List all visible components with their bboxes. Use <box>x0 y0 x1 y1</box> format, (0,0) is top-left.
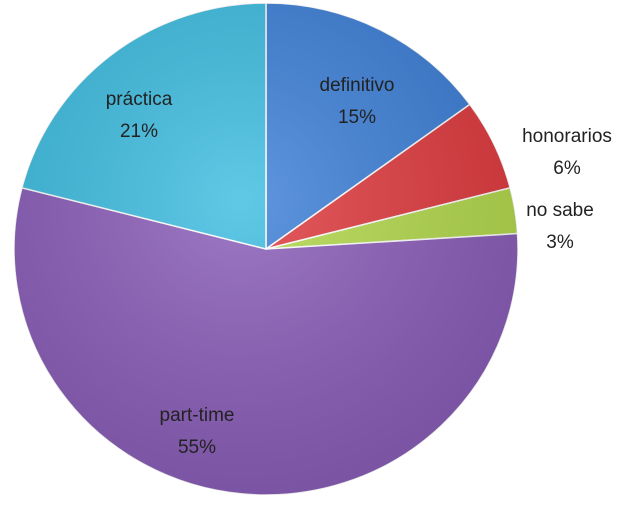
slice-value-label: 21% <box>120 121 158 142</box>
slice-label: honorarios <box>522 126 612 147</box>
slice-value-label: 15% <box>338 107 376 128</box>
slice-label: definitivo <box>320 75 395 96</box>
slice-label: part-time <box>160 405 235 426</box>
slice-value-label: 55% <box>178 437 216 458</box>
slice-label: no sabe <box>526 200 594 221</box>
slice-value-label: 6% <box>553 158 581 179</box>
slice-label: práctica <box>106 89 173 110</box>
slice-value-label: 3% <box>546 232 574 253</box>
